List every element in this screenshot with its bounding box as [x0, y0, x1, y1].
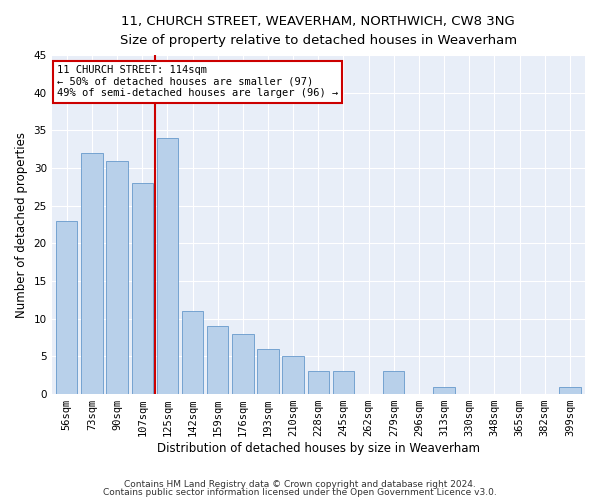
- X-axis label: Distribution of detached houses by size in Weaverham: Distribution of detached houses by size …: [157, 442, 480, 455]
- Bar: [106, 160, 128, 394]
- Bar: [56, 221, 77, 394]
- Bar: [559, 386, 581, 394]
- Bar: [81, 153, 103, 394]
- Text: Contains HM Land Registry data © Crown copyright and database right 2024.: Contains HM Land Registry data © Crown c…: [124, 480, 476, 489]
- Title: 11, CHURCH STREET, WEAVERHAM, NORTHWICH, CW8 3NG
Size of property relative to de: 11, CHURCH STREET, WEAVERHAM, NORTHWICH,…: [120, 15, 517, 47]
- Bar: [333, 372, 354, 394]
- Bar: [283, 356, 304, 394]
- Bar: [308, 372, 329, 394]
- Bar: [232, 334, 254, 394]
- Bar: [207, 326, 229, 394]
- Bar: [257, 349, 279, 394]
- Bar: [182, 311, 203, 394]
- Bar: [157, 138, 178, 394]
- Bar: [433, 386, 455, 394]
- Y-axis label: Number of detached properties: Number of detached properties: [15, 132, 28, 318]
- Text: 11 CHURCH STREET: 114sqm
← 50% of detached houses are smaller (97)
49% of semi-d: 11 CHURCH STREET: 114sqm ← 50% of detach…: [57, 66, 338, 98]
- Text: Contains public sector information licensed under the Open Government Licence v3: Contains public sector information licen…: [103, 488, 497, 497]
- Bar: [131, 183, 153, 394]
- Bar: [383, 372, 404, 394]
